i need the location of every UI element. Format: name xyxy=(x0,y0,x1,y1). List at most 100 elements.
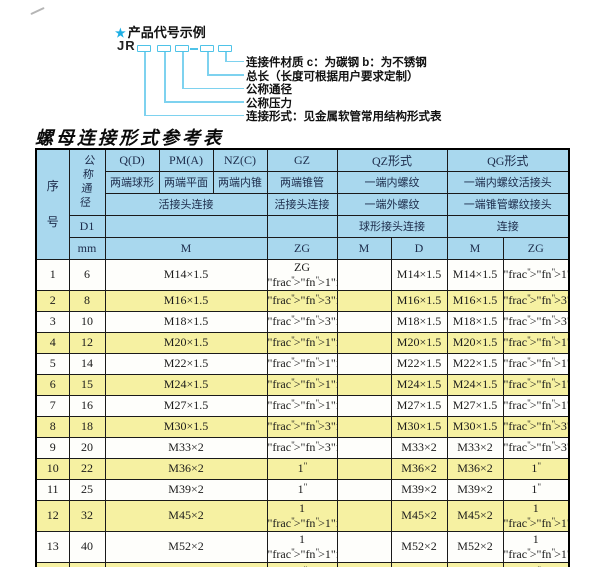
table-title: 螺母连接形式参考表 xyxy=(35,128,224,149)
cell-qg-m: M45×2 xyxy=(446,499,504,532)
cell-qz-d: M18×1.5 xyxy=(390,310,448,333)
cell-dn: 50 xyxy=(68,561,106,567)
cell-m: M30×1.5 xyxy=(104,415,268,438)
table-row: 615M24×1.5"frac">"fn">1"fd">2"M24×1.5M24… xyxy=(35,373,570,396)
connector-line xyxy=(225,52,227,61)
header-m-wide: M xyxy=(104,236,268,260)
header-union-conn: 活接头连接 xyxy=(104,192,268,216)
cell-qz-m xyxy=(336,373,392,396)
cell-qg-m: M20×1.5 xyxy=(446,331,504,354)
cell-seq: 3 xyxy=(35,310,70,333)
cell-qg-zg: "frac">"fn">3"fd">4" xyxy=(502,436,570,459)
cell-qg-zg: "frac">"fn">3"fd">8" xyxy=(502,289,570,312)
code-field-label: 总长（长度可根据用户要求定制） xyxy=(246,70,419,83)
cell-qg-m: M64×2 xyxy=(446,561,504,567)
header-col-gz: GZ xyxy=(266,148,338,172)
header-col-qz: QZ形式 xyxy=(336,148,448,172)
cell-dn: 22 xyxy=(68,457,106,480)
cell-qg-zg: "frac">"fn">1"fd">2" xyxy=(502,394,570,417)
cell-seq: 13 xyxy=(35,530,70,563)
cell-dn: 25 xyxy=(68,478,106,501)
cell-qg-m: M16×1.5 xyxy=(446,289,504,312)
cell-qg-zg: 1 "frac">"fn">1"fd">4" xyxy=(502,499,570,532)
cell-qz-m xyxy=(336,310,392,333)
cell-seq: 11 xyxy=(35,478,70,501)
cell-qg-zg: 1 "frac">"fn">1"fd">2" xyxy=(502,530,570,563)
code-field-box xyxy=(218,45,232,52)
cell-seq: 12 xyxy=(35,499,70,532)
cell-gz-zg: 2" xyxy=(266,561,338,567)
cell-m: M24×1.5 xyxy=(104,373,268,396)
cell-m: M18×1.5 xyxy=(104,310,268,333)
connector-line xyxy=(164,101,244,103)
cell-qz-d: M22×1.5 xyxy=(390,352,448,375)
table-row: 28M16×1.5"frac">"fn">3"fd">8"M16×1.5M16×… xyxy=(35,289,570,312)
cell-qz-m xyxy=(336,499,392,532)
cell-dn: 20 xyxy=(68,436,106,459)
table-row: 514M22×1.5"frac">"fn">1"fd">2"M22×1.5M22… xyxy=(35,352,570,375)
scan-scratch-mark xyxy=(30,6,45,16)
cell-dn: 15 xyxy=(68,373,106,396)
cell-qz-m xyxy=(336,394,392,417)
table-row: 310M18×1.5"frac">"fn">3"fd">8"M18×1.5M18… xyxy=(35,310,570,333)
code-field-box xyxy=(200,45,214,52)
cell-dn: 18 xyxy=(68,415,106,438)
cell-m: M14×1.5 xyxy=(104,258,268,291)
code-prefix: JR xyxy=(117,38,136,53)
header-qz-sub2: 一端外螺纹 xyxy=(336,192,448,216)
diagram-title-text: 产品代号示例 xyxy=(127,25,206,40)
cell-dn: 32 xyxy=(68,499,106,532)
cell-seq: 7 xyxy=(35,394,70,417)
header-dn: 公称通径 xyxy=(68,148,106,216)
connector-line xyxy=(182,52,184,88)
cell-gz-zg: 1" xyxy=(266,457,338,480)
connector-line xyxy=(144,52,146,115)
cell-gz-zg: 1" xyxy=(266,478,338,501)
connector-line xyxy=(182,87,244,89)
diagram-title: ★ 产品代号示例 xyxy=(115,22,206,41)
nut-connection-table: 序号 公称通径 Q(D) PM(A) NZ(C) GZ QZ形式 QG形式 两端… xyxy=(35,148,570,567)
header-pm-sub: 两端平面 xyxy=(158,170,214,194)
cell-qg-m: M52×2 xyxy=(446,530,504,563)
header-q-sub: 两端球形 xyxy=(104,170,160,194)
cell-qg-zg: "frac">"fn">3"fd">8" xyxy=(502,310,570,333)
cell-qz-d: M39×2 xyxy=(390,478,448,501)
code-field-label: 连接件材质 c：为碳钢 b：为不锈钢 xyxy=(246,57,427,69)
cell-dn: 6 xyxy=(68,258,106,291)
cell-gz-zg: "frac">"fn">3"fd">4" xyxy=(266,436,338,459)
cell-qz-d: M45×2 xyxy=(390,499,448,532)
cell-qz-m xyxy=(336,478,392,501)
cell-seq: 14 xyxy=(35,561,70,567)
cell-qz-m xyxy=(336,436,392,459)
header-col-qg: QG形式 xyxy=(446,148,570,172)
cell-qz-d: M33×2 xyxy=(390,436,448,459)
cell-m: M22×1.5 xyxy=(104,352,268,375)
header-gz-conn: 活接头连接 xyxy=(266,192,338,216)
header-qz-d: D xyxy=(390,236,448,260)
cell-qz-m xyxy=(336,457,392,480)
cell-seq: 9 xyxy=(35,436,70,459)
cell-seq: 5 xyxy=(35,352,70,375)
cell-qz-m xyxy=(336,352,392,375)
header-nz-sub: 两端内锥 xyxy=(212,170,268,194)
header-empty xyxy=(266,214,338,238)
header-qg-zg: ZG xyxy=(502,236,570,260)
cell-qg-zg: "frac">"fn">1"fd">2" xyxy=(502,373,570,396)
cell-seq: 6 xyxy=(35,373,70,396)
header-col-pm: PM(A) xyxy=(158,148,214,172)
cell-dn: 8 xyxy=(68,289,106,312)
cell-qg-zg: 2" xyxy=(502,561,570,567)
cell-gz-zg: "frac">"fn">3"fd">4" xyxy=(266,415,338,438)
table-row: 11 25 M39×2 1" M39×2 M39×2 1" xyxy=(35,478,570,501)
cell-qz-d: M16×1.5 xyxy=(390,289,448,312)
cell-seq: 10 xyxy=(35,457,70,480)
code-field-box xyxy=(175,45,189,52)
cell-m: M16×1.5 xyxy=(104,289,268,312)
cell-qg-m: M30×1.5 xyxy=(446,415,504,438)
header-qg-conn: 连接 xyxy=(446,214,570,238)
code-field-label: 连接形式：见金属软管常用结构形式表 xyxy=(246,111,442,123)
cell-gz-zg: "frac">"fn">3"fd">8" xyxy=(266,310,338,333)
